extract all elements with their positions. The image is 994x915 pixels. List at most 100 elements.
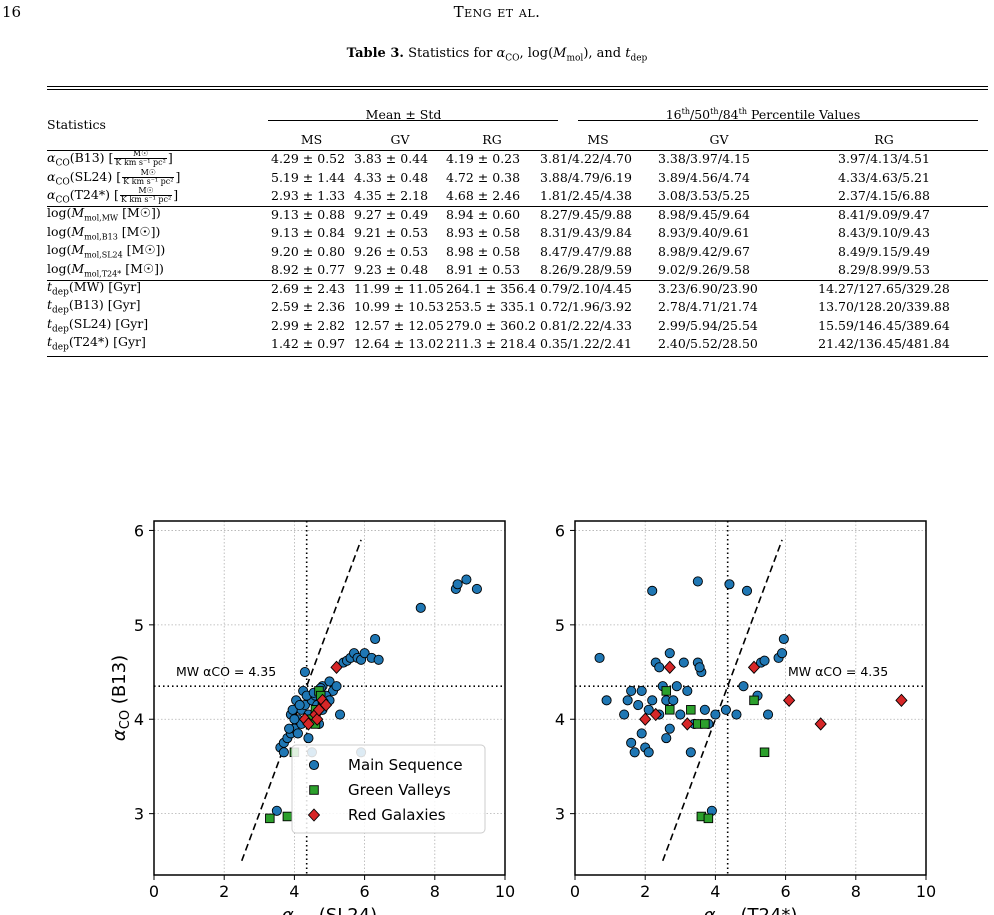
table-row: log(Mmol,MW [M☉]) 9.13 ± 0.88 9.27 ± 0.49 8…	[47, 206, 988, 225]
table-cell: 3.89/4.56/4.74	[658, 169, 750, 185]
table-row: αCO(SL24) [M☉ K km s⁻¹ pc²] 5.19 ± 1.44 4.3…	[47, 167, 988, 188]
table-cell: 8.31/9.43/9.84	[540, 225, 632, 240]
main-sequence-point	[738, 681, 749, 692]
table-caption-label: Table 3.	[346, 46, 404, 61]
green-valley-point	[749, 695, 759, 706]
table-cell: 9.20 ± 0.80	[271, 243, 346, 259]
row-label: tdep(SL24) [Gyr]	[47, 315, 149, 334]
table-cell: 8.92 ± 0.77	[271, 262, 346, 277]
table-cell: 21.42/136.45/481.84	[818, 336, 950, 351]
main-sequence-point	[692, 576, 703, 587]
main-sequence-point	[287, 704, 298, 715]
main-sequence-point	[647, 695, 658, 706]
main-sequence-point	[292, 728, 303, 739]
main-sequence-point	[759, 655, 770, 666]
table-cell: 8.43/9.10/9.43	[838, 225, 930, 240]
table-cell: 3.38/3.97/4.15	[658, 151, 750, 166]
x-tick-label: 6	[781, 882, 791, 901]
main-sequence-point	[671, 681, 682, 692]
table-row: tdep(B13) [Gyr] 2.59 ± 2.36 10.99 ± 10.53 2…	[47, 298, 988, 317]
main-sequence-point	[720, 704, 731, 715]
table-cell: 9.13 ± 0.84	[271, 225, 346, 240]
plot-frame	[153, 520, 506, 876]
table-cell: 0.81/2.22/4.33	[540, 317, 632, 333]
main-sequence-point	[633, 700, 644, 711]
table-caption-text: Statistics for αCO, log(Mmol), and tdep	[408, 46, 648, 64]
x-tick-label: 4	[289, 882, 299, 901]
y-tick-label: 3	[134, 805, 144, 824]
table-cell: 12.57 ± 12.05	[354, 317, 444, 333]
sub-col-header: GV	[390, 131, 410, 147]
table-cell: 2.69 ± 2.43	[271, 280, 346, 296]
table-cell: 3.81/4.22/4.70	[540, 151, 632, 166]
table-cell: 4.19 ± 0.23	[446, 151, 521, 166]
main-sequence-point	[636, 685, 647, 696]
table-cell: 4.33 ± 0.48	[354, 169, 429, 185]
table-cell: 9.02/9.26/9.58	[658, 262, 750, 277]
legend-box	[291, 744, 486, 834]
group-header-percentile: 16th/50th/84th Percentile Values	[665, 107, 861, 123]
x-tick-label: 10	[916, 882, 936, 901]
statistics-table: Statistics Mean ± Std 16th/50th/84th Per…	[47, 100, 988, 354]
row-label: αCO(SL24) [M☉ K km s⁻¹ pc²]	[47, 167, 181, 187]
main-sequence-point	[643, 747, 654, 758]
main-sequence-point	[668, 695, 679, 706]
table-cell: 11.99 ± 11.05	[354, 280, 444, 296]
red-galaxy-point	[311, 712, 324, 726]
main-sequence-point	[324, 676, 335, 687]
table-cell: 9.23 ± 0.48	[354, 262, 429, 277]
table-cell: 4.33/4.63/5.21	[838, 169, 930, 185]
green-valley-point	[661, 686, 672, 696]
table-cell: 14.27/127.65/329.28	[818, 280, 950, 296]
main-sequence-point	[271, 805, 282, 816]
row-label: tdep(MW) [Gyr]	[47, 278, 142, 297]
table-cell: 8.27/9.45/9.88	[540, 206, 632, 222]
table-cell: 2.99/5.94/25.54	[658, 317, 758, 333]
row-label: log(Mmol,MW [M☉])	[47, 205, 161, 223]
main-sequence-point	[334, 709, 346, 720]
y-tick-label: 5	[555, 616, 565, 635]
row-label: tdep(B13) [Gyr]	[47, 297, 141, 316]
legend-marker-red-galaxies	[307, 808, 321, 822]
main-sequence-point	[626, 737, 637, 748]
table-cell: 0.35/1.22/2.41	[540, 336, 632, 351]
sub-col-header: MS	[300, 131, 323, 147]
main-sequence-point	[675, 709, 686, 720]
main-sequence-point	[370, 633, 381, 645]
main-sequence-point	[724, 579, 735, 590]
main-sequence-point	[452, 579, 463, 590]
table-cell: 1.81/2.45/4.38	[540, 188, 632, 203]
legend-label: Red Galaxies	[348, 806, 446, 824]
legend-label: Green Valleys	[348, 781, 451, 799]
main-sequence-point	[685, 747, 696, 758]
table-cell: 8.98/9.45/9.64	[658, 206, 750, 222]
main-sequence-point	[661, 733, 672, 744]
table-cell: 9.13 ± 0.88	[271, 206, 346, 222]
table-cell: 264.1 ± 356.4	[446, 280, 536, 296]
table-cell: 3.83 ± 0.44	[354, 151, 429, 166]
row-label: αCO(T24*) [M☉ K km s⁻¹ pc²]	[47, 186, 179, 206]
red-galaxy-point	[330, 660, 343, 674]
main-sequence-point	[664, 723, 675, 734]
table-cell: 4.72 ± 0.38	[446, 169, 521, 185]
main-sequence-point	[461, 574, 472, 585]
table-cell: 13.70/128.20/339.88	[818, 299, 950, 314]
table-cell: 2.40/5.52/28.50	[658, 336, 758, 351]
row-label: αCO(B13) [M☉ K km s⁻¹ pc²]	[47, 149, 173, 169]
main-sequence-point	[778, 633, 789, 645]
main-sequence-point	[647, 585, 658, 596]
table-cell: 8.26/9.28/9.59	[540, 262, 632, 277]
table-bottom-rule	[47, 356, 988, 357]
main-sequence-point	[284, 723, 295, 734]
table-section-rule-2	[47, 280, 988, 281]
table-cell: 0.72/1.96/3.92	[540, 299, 632, 314]
table-cell: 8.49/9.15/9.49	[838, 243, 930, 259]
mw-annotation: MW αCO = 4.35	[176, 664, 276, 679]
legend-label: Main Sequence	[348, 756, 463, 774]
x-tick-label: 8	[430, 882, 440, 901]
red-galaxy-point	[663, 660, 676, 674]
table-cell: 253.5 ± 335.1	[446, 299, 536, 314]
table-cell: 8.91 ± 0.53	[446, 262, 521, 277]
green-valley-point	[665, 705, 675, 715]
main-sequence-point	[289, 714, 300, 725]
